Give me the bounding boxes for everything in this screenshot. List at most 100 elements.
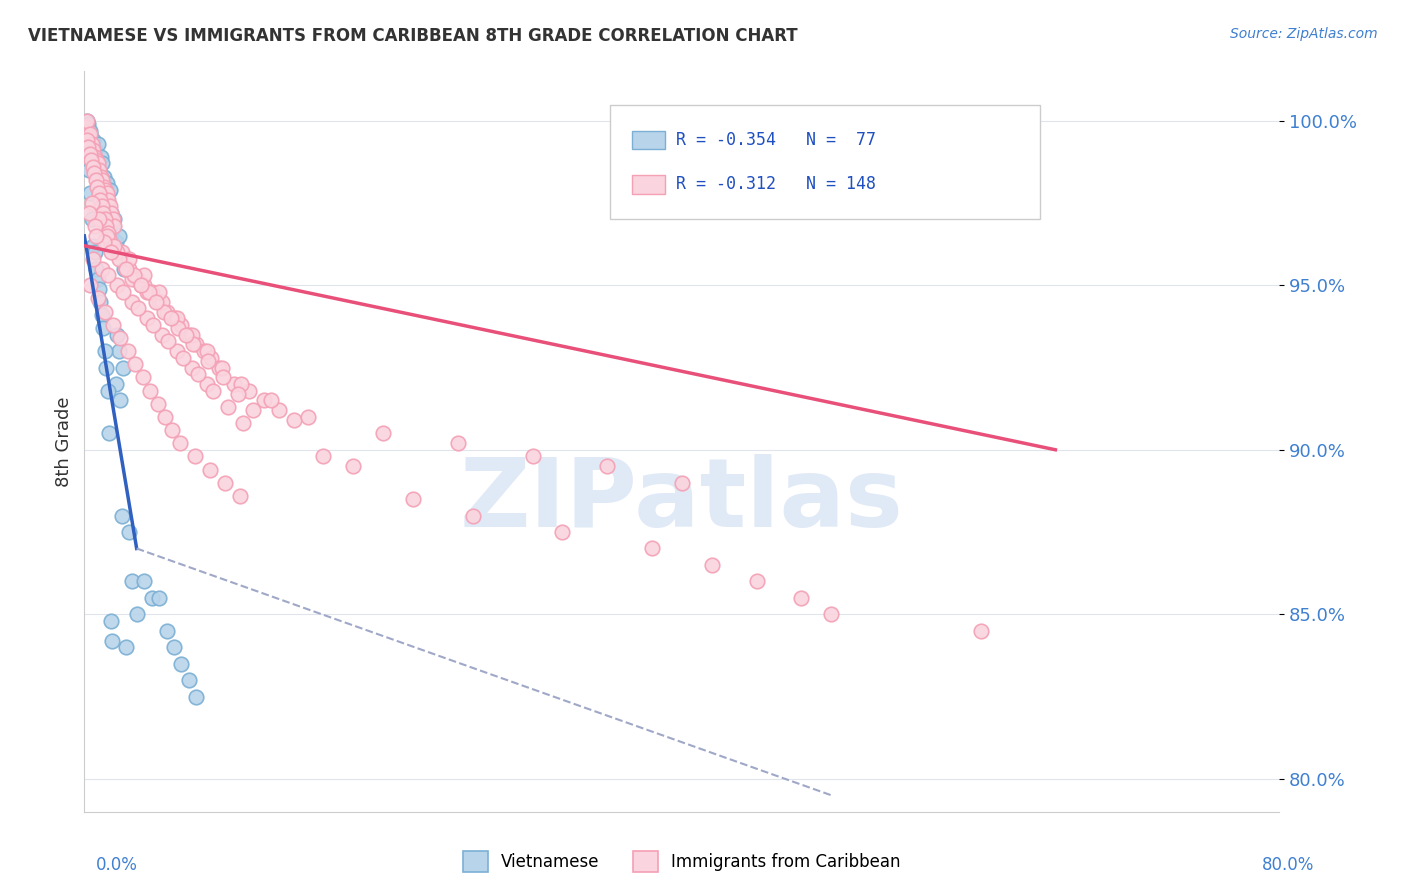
Point (150, 327, 173, 342)
Point (93, 169, 115, 184)
Point (551, 524, 574, 539)
Point (75, 130, 97, 145)
Point (231, 376, 253, 391)
Point (148, 285, 170, 299)
Point (97, 196, 120, 211)
Point (373, 426, 395, 441)
Point (77, 163, 100, 178)
Point (80, 136, 103, 151)
Point (93, 212, 115, 227)
Point (98, 219, 121, 233)
Point (87, 136, 110, 151)
Point (186, 690, 208, 704)
Point (87, 186, 110, 200)
Point (671, 475, 693, 490)
Point (79, 186, 101, 200)
Point (110, 331, 132, 345)
Text: ZIPatlas: ZIPatlas (460, 454, 904, 548)
Point (132, 278, 156, 293)
Point (145, 294, 167, 309)
Point (312, 450, 335, 464)
Point (94, 344, 117, 359)
Point (136, 311, 159, 326)
Point (91, 308, 114, 322)
Bar (631, 130, 665, 149)
Point (522, 450, 544, 464)
Point (76, 133, 98, 147)
Point (91, 173, 114, 187)
Point (98, 426, 121, 441)
Point (136, 285, 159, 299)
Point (267, 403, 290, 417)
Point (103, 219, 125, 233)
Point (107, 252, 129, 266)
Point (187, 367, 209, 381)
Point (160, 311, 183, 326)
Point (197, 354, 219, 368)
Point (150, 294, 173, 309)
Point (118, 252, 141, 266)
Point (89, 193, 111, 207)
Point (115, 261, 138, 276)
Point (100, 206, 122, 220)
Point (83, 219, 105, 233)
Point (96, 360, 118, 375)
Point (124, 357, 146, 371)
Point (76, 120, 98, 135)
Point (163, 640, 186, 655)
Text: 80.0%: 80.0% (1263, 855, 1315, 873)
Point (226, 387, 249, 401)
Point (121, 271, 143, 285)
Point (89, 294, 111, 309)
Point (77, 140, 100, 154)
Point (132, 268, 156, 283)
Point (98, 183, 121, 197)
Point (96, 212, 118, 227)
Point (139, 384, 162, 398)
Point (166, 311, 188, 326)
Point (93, 321, 115, 335)
Point (80, 196, 103, 211)
Legend: Vietnamese, Immigrants from Caribbean: Vietnamese, Immigrants from Caribbean (456, 845, 908, 879)
Point (110, 393, 132, 408)
Point (166, 344, 188, 359)
Point (89, 179, 111, 194)
Point (76, 113, 98, 128)
Point (131, 370, 153, 384)
Point (181, 360, 204, 375)
Point (195, 376, 218, 391)
Point (100, 245, 122, 260)
Text: R = -0.312   N = 148: R = -0.312 N = 148 (676, 175, 876, 194)
Point (101, 318, 124, 332)
Point (148, 294, 170, 309)
Point (94, 219, 117, 233)
Point (77, 140, 100, 154)
Point (79, 127, 101, 141)
Point (93, 179, 115, 194)
Point (100, 228, 122, 243)
Point (80, 212, 103, 227)
Point (82, 239, 104, 253)
Point (86, 179, 108, 194)
Point (447, 436, 470, 450)
Point (83, 166, 105, 180)
Point (82, 160, 104, 174)
Point (242, 403, 264, 417)
Point (112, 285, 135, 299)
Point (177, 673, 200, 687)
Point (84, 261, 107, 276)
Bar (631, 175, 665, 194)
Point (86, 153, 108, 168)
Point (91, 206, 114, 220)
Point (103, 212, 125, 227)
Point (153, 409, 176, 424)
Point (184, 450, 207, 464)
Point (105, 245, 128, 260)
Point (82, 144, 104, 158)
Point (142, 318, 165, 332)
Point (101, 212, 124, 227)
Point (91, 193, 114, 207)
Point (105, 327, 128, 342)
Point (96, 186, 118, 200)
Point (83, 245, 105, 260)
